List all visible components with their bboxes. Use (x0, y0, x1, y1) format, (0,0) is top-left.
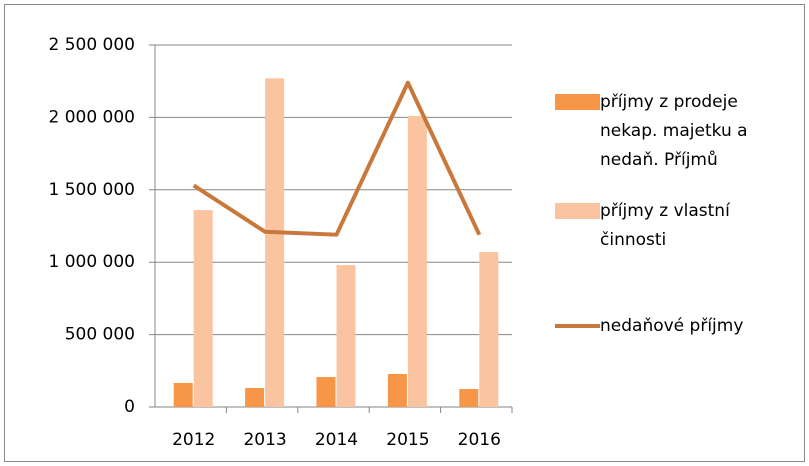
legend-label: nedaňové příjmy (600, 316, 744, 336)
legend-swatch (555, 94, 600, 110)
y-tick-label: 2 500 000 (48, 35, 135, 55)
y-tick-label: 0 (124, 397, 135, 417)
bar (459, 389, 479, 407)
bar (265, 78, 285, 407)
x-tick-label: 2015 (386, 430, 429, 450)
y-tick-label: 1 500 000 (48, 180, 135, 200)
bar (336, 265, 356, 407)
x-tick-label: 2013 (243, 430, 286, 450)
bar (479, 252, 499, 407)
bar (245, 388, 265, 407)
line-series (192, 80, 482, 237)
y-tick-label: 1 000 000 (48, 252, 135, 272)
x-tick-label: 2014 (315, 430, 358, 450)
bar (173, 382, 193, 407)
bar (316, 377, 336, 407)
bar (407, 115, 427, 408)
legend-label: příjmy z vlastní činnosti (600, 201, 730, 250)
bar (193, 210, 213, 407)
legend-label: příjmy z prodeje nekap. majetku a nedaň.… (600, 92, 748, 170)
legend-item: příjmy z vlastní činnosti (555, 197, 795, 255)
legend-swatch (555, 324, 600, 328)
x-tick-label: 2012 (172, 430, 215, 450)
legend-item: příjmy z prodeje nekap. majetku a nedaň.… (555, 88, 795, 175)
legend-swatch (555, 203, 600, 219)
bar (387, 373, 407, 407)
y-tick-label: 500 000 (65, 325, 135, 345)
x-tick-label: 2016 (458, 430, 501, 450)
y-tick-label: 2 000 000 (48, 107, 135, 127)
legend-item: nedaňové příjmy (555, 312, 795, 341)
